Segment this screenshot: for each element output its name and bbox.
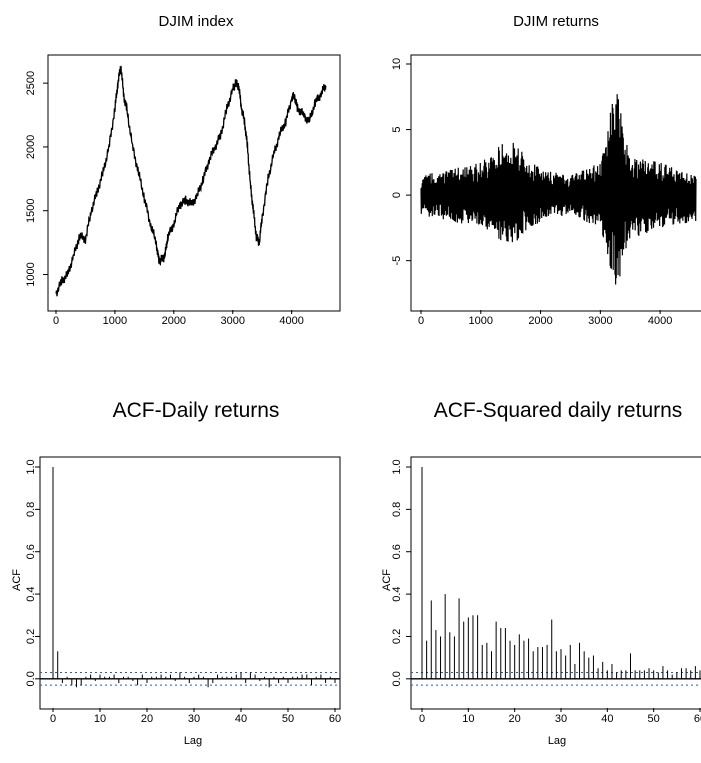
y-tick-label: 0.2: [25, 629, 37, 644]
y-tick-label: 0.6: [391, 544, 403, 559]
x-tick-label: 3000: [588, 315, 612, 327]
panel-title: DJIM returns: [513, 13, 599, 30]
y-axis: 0.0 0.2 0.4 0.6 0.8 1.0: [25, 459, 40, 686]
x-tick-label: 2000: [162, 315, 186, 327]
y-tick-label: 0.0: [25, 671, 37, 686]
index-line: [55, 65, 327, 297]
x-tick-label: 3000: [220, 315, 244, 327]
y-tick-label: 1000: [25, 262, 37, 286]
x-tick-label: 20: [141, 713, 153, 725]
y-tick-label: 0.8: [25, 502, 37, 517]
x-tick-label: 10: [94, 713, 106, 725]
x-tick-label: 4000: [648, 315, 672, 327]
panel-djim-returns: DJIM returns 0 1000 2000 3000 4000 -5 0 5 10: [391, 13, 701, 327]
y-axis: 1000 1500 2000 2500: [25, 71, 48, 287]
plot-area: [40, 467, 340, 688]
panel-title: ACF-Squared daily returns: [434, 399, 683, 422]
x-tick-label: 50: [282, 713, 294, 725]
y-tick-label: 1.0: [391, 459, 403, 474]
x-tick-label: 4000: [279, 315, 303, 327]
y-tick-label: -5: [391, 256, 403, 266]
x-axis: 0 1000 2000 3000 4000: [418, 310, 672, 327]
y-tick-label: 0.6: [25, 544, 37, 559]
y-tick-label: 1.0: [25, 459, 37, 474]
y-tick-label: 0.4: [25, 586, 37, 601]
y-axis: 0.0 0.2 0.4 0.6 0.8 1.0: [391, 459, 411, 686]
returns-line: [420, 94, 697, 285]
y-tick-label: 5: [391, 126, 403, 132]
y-tick-label: 0.2: [391, 629, 403, 644]
x-axis-label: Lag: [184, 735, 202, 747]
x-tick-label: 40: [235, 713, 247, 725]
x-tick-label: 2000: [528, 315, 552, 327]
y-tick-label: 2000: [25, 135, 37, 159]
x-tick-label: 50: [648, 713, 660, 725]
panel-title: ACF-Daily returns: [113, 399, 280, 422]
y-tick-label: 10: [391, 58, 403, 70]
y-tick-label: 0.4: [391, 586, 403, 601]
x-tick-label: 60: [694, 713, 701, 725]
x-tick-label: 20: [509, 713, 521, 725]
y-axis: -5 0 5 10: [391, 58, 411, 266]
x-tick-label: 1000: [469, 315, 493, 327]
x-tick-label: 60: [329, 713, 341, 725]
panel-acf-squared-returns: ACF-Squared daily returns 0 10 20 30 40 50 6 0 …: [381, 399, 701, 747]
plot-area: [420, 94, 697, 285]
x-tick-label: 1000: [103, 315, 127, 327]
x-tick-label: 10: [462, 713, 474, 725]
plot-frame: [410, 456, 701, 710]
x-axis-label: Lag: [548, 735, 566, 747]
y-tick-label: 0.0: [391, 671, 403, 686]
x-axis: 0 10 20 30 40 50 60: [419, 708, 701, 725]
x-tick-label: 30: [188, 713, 200, 725]
y-tick-label: 2500: [25, 71, 37, 95]
y-tick-label: 0: [391, 192, 403, 198]
plot-area: [55, 65, 327, 297]
plot-frame: [39, 456, 341, 710]
x-tick-label: 0: [418, 315, 424, 327]
panel-djim-index: DJIM index 0 1000 2000 3000 4000 1000 1500 200…: [25, 13, 341, 327]
plot-frame: [47, 54, 341, 312]
x-axis: 0 10 20 30 40 50 60: [50, 708, 341, 725]
x-tick-label: 40: [601, 713, 613, 725]
y-axis-label: ACF: [381, 569, 393, 591]
x-tick-label: 0: [50, 713, 56, 725]
x-axis: 0 1000 2000 3000 4000: [53, 310, 304, 327]
panel-acf-daily-returns: ACF-Daily returns 0 10 20 30 40 50 60 0.00.20.…: [11, 399, 341, 747]
plot-frame: [410, 54, 701, 312]
y-tick-label: 1500: [25, 198, 37, 222]
plot-area: [411, 467, 701, 686]
y-tick-label: 0.8: [391, 502, 403, 517]
panel-title: DJIM index: [158, 13, 234, 30]
x-tick-label: 30: [555, 713, 567, 725]
x-tick-label: 0: [53, 315, 59, 327]
y-axis-label: ACF: [11, 569, 23, 591]
x-tick-label: 0: [419, 713, 425, 725]
